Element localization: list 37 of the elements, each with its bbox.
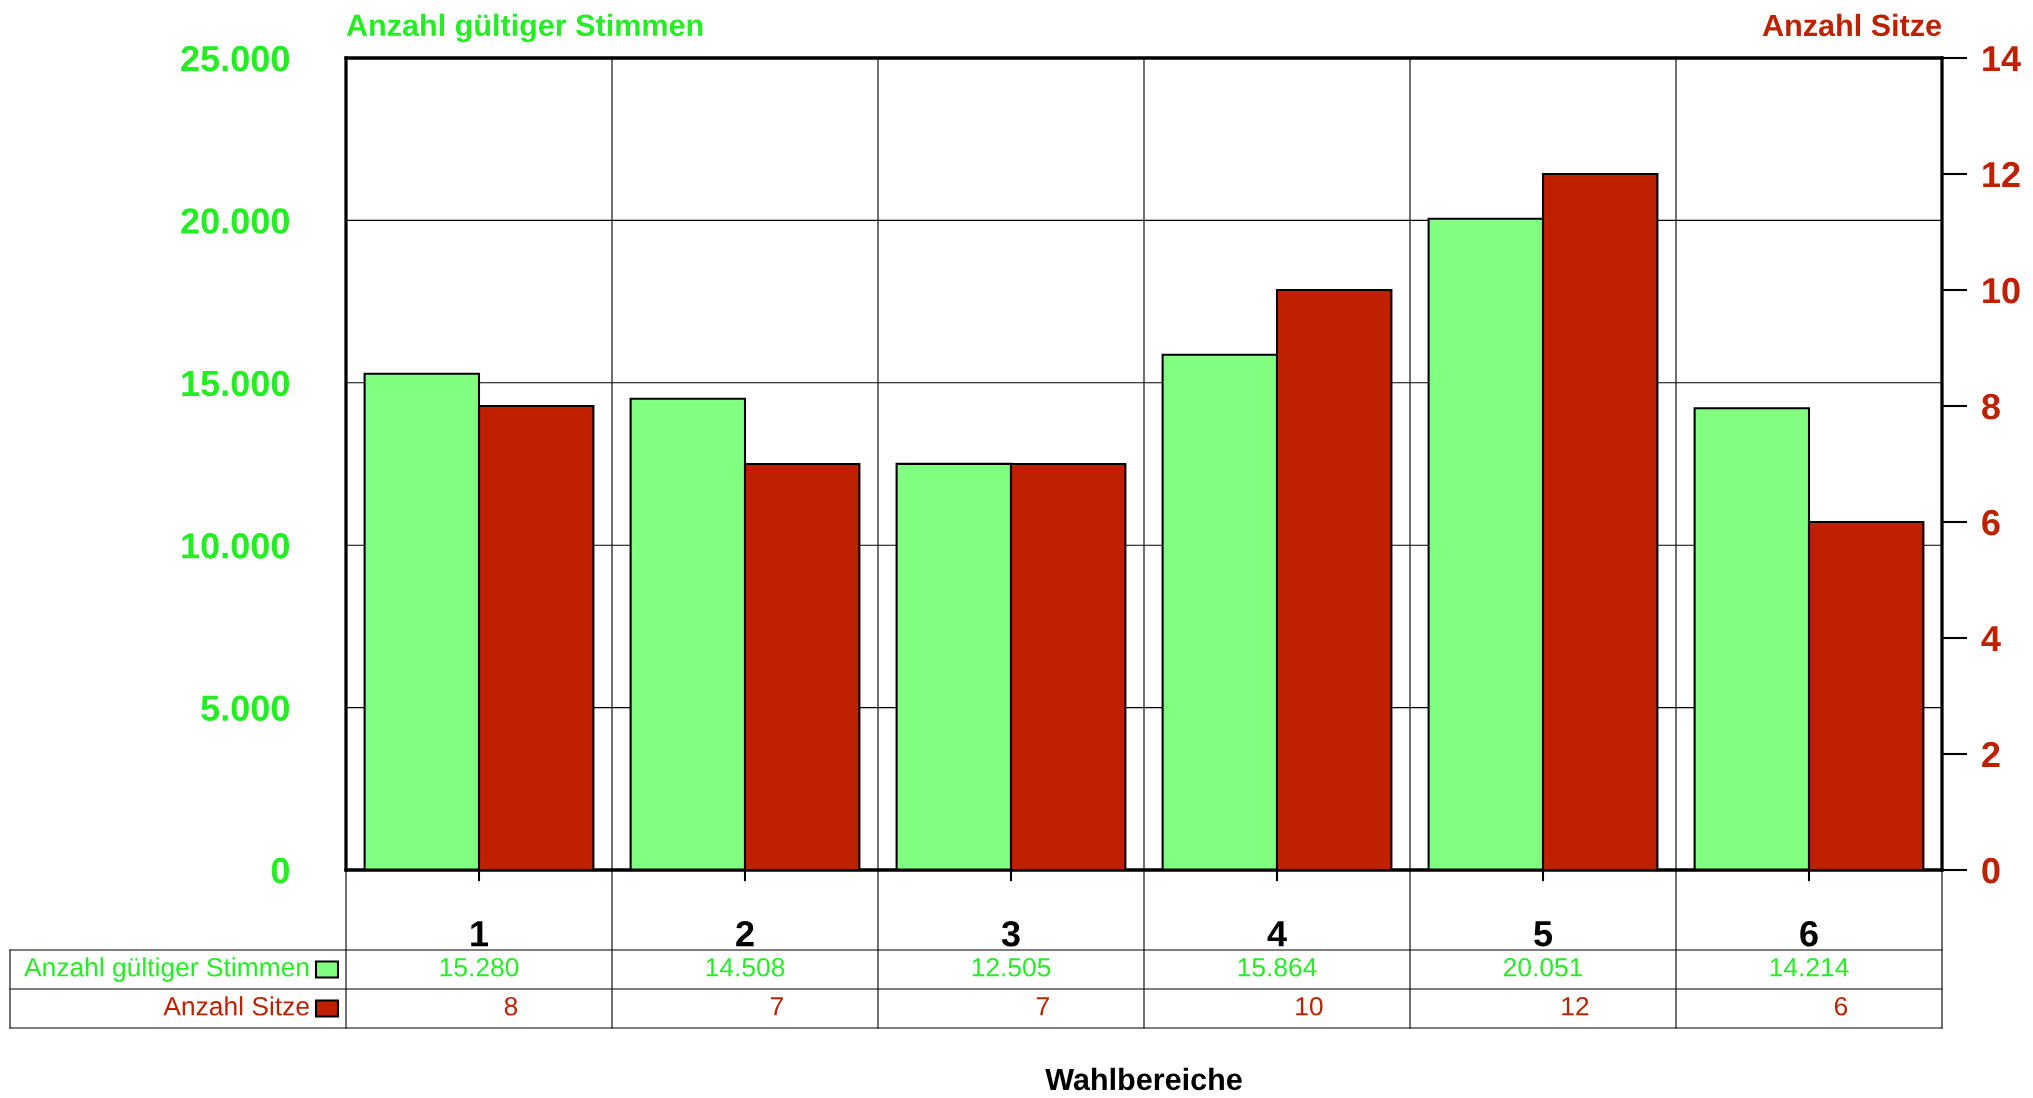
y2-tick-label: 12 bbox=[1983, 161, 2020, 188]
x-tick-label: 1 bbox=[471, 921, 489, 947]
data-label: 12.505 bbox=[972, 957, 1051, 977]
y2-tick-label: 8 bbox=[1982, 393, 2000, 420]
x-tick-label: 3 bbox=[1001, 920, 1020, 947]
legend-label: Anzahl Sitze bbox=[163, 996, 309, 1016]
data-label: 7 bbox=[1036, 997, 1049, 1016]
data-label: 7 bbox=[770, 997, 783, 1016]
y-tick-label: 5.000 bbox=[201, 695, 289, 722]
y2-tick-label: 0 bbox=[1982, 857, 2000, 884]
y-tick-label: 15.000 bbox=[182, 370, 289, 397]
x-tick-label: 5 bbox=[1534, 921, 1553, 947]
data-label: 12 bbox=[1562, 996, 1589, 1016]
x-tick-label: 4 bbox=[1267, 921, 1287, 947]
x-tick-label: 6 bbox=[1800, 920, 1818, 947]
y2-tick-label: 4 bbox=[1981, 626, 2001, 652]
y2-tick-label: 2 bbox=[1982, 741, 2000, 768]
data-label: 15.280 bbox=[440, 957, 519, 977]
y2-axis-title: Anzahl Sitze bbox=[1762, 13, 1941, 37]
y2-tick-label: 14 bbox=[1983, 46, 2021, 72]
legend-label: Anzahl gültiger Stimmen bbox=[24, 957, 309, 982]
x-tick-label: 2 bbox=[736, 920, 754, 947]
y-tick-label: 20.000 bbox=[181, 208, 289, 234]
data-label: 6 bbox=[1834, 996, 1848, 1016]
data-label: 20.051 bbox=[1503, 957, 1583, 977]
x-axis-title: Wahlbereiche bbox=[1045, 1067, 1242, 1091]
data-label: 15.864 bbox=[1238, 957, 1317, 977]
data-label: 14.508 bbox=[706, 957, 785, 977]
y-axis-title: Anzahl gültiger Stimmen bbox=[346, 13, 703, 43]
y-tick-label: 0 bbox=[271, 857, 289, 884]
y2-tick-label: 10 bbox=[1983, 277, 2020, 304]
data-label: 10 bbox=[1296, 996, 1323, 1016]
y-tick-label: 10.000 bbox=[182, 533, 289, 559]
y2-tick-label: 6 bbox=[1982, 509, 2000, 536]
data-label: 8 bbox=[504, 996, 518, 1016]
data-label: 14.214 bbox=[1770, 957, 1849, 977]
y-tick-label: 25.000 bbox=[181, 45, 289, 72]
